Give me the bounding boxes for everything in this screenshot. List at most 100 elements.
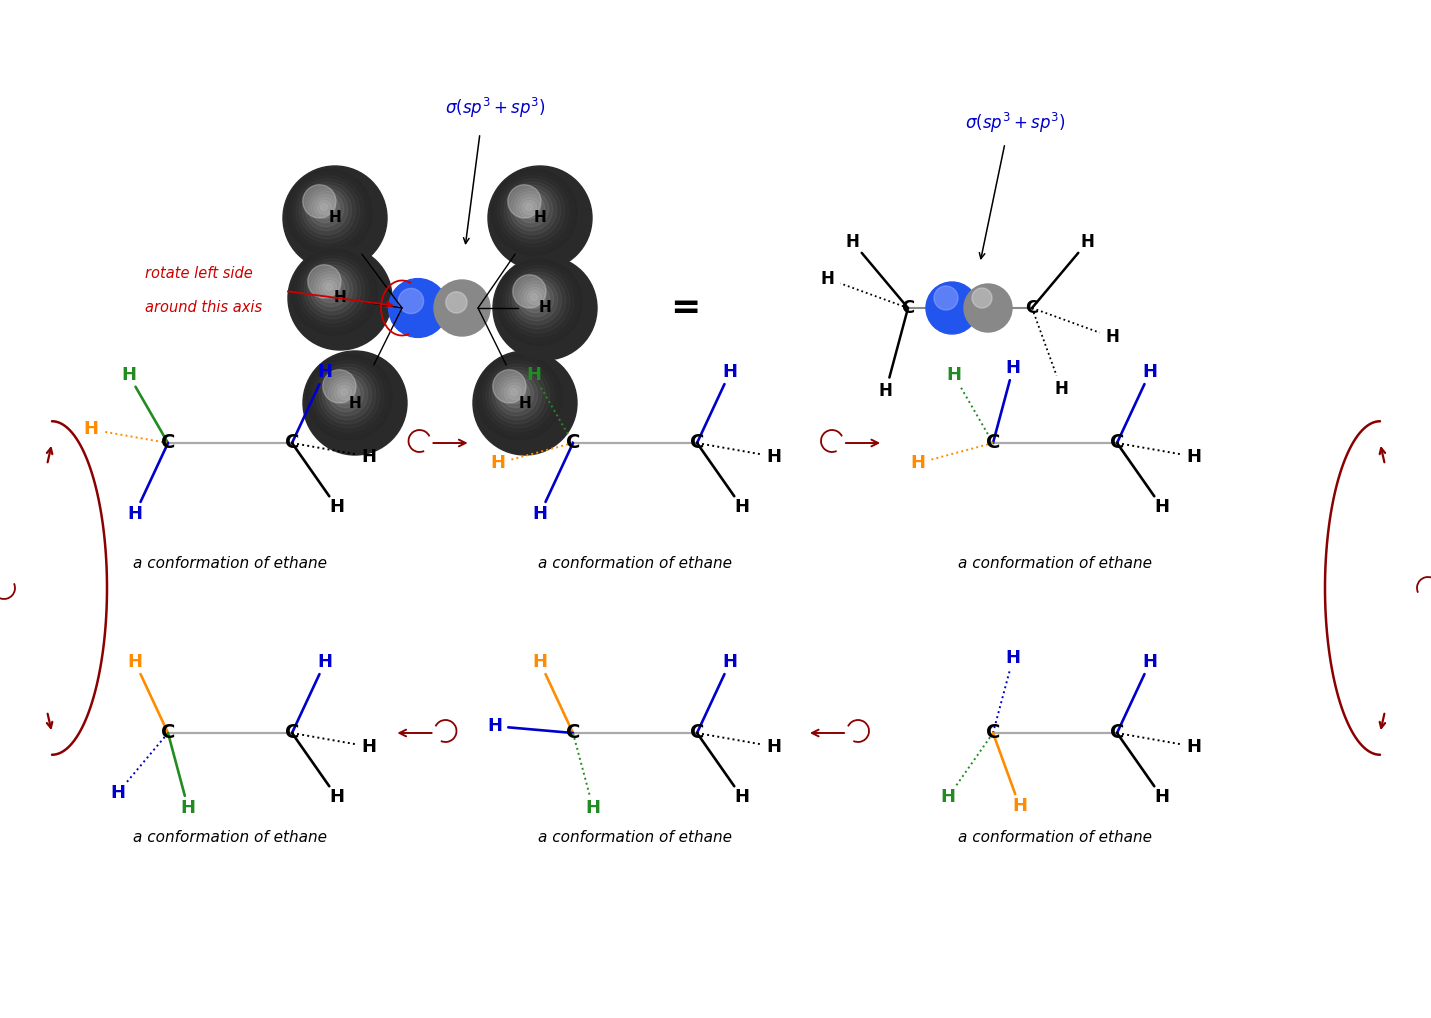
Text: C: C (1110, 724, 1125, 742)
Circle shape (508, 386, 522, 400)
Text: a conformation of ethane: a conformation of ethane (957, 831, 1152, 846)
Text: H: H (329, 211, 342, 226)
Circle shape (321, 204, 328, 211)
Circle shape (492, 370, 542, 419)
Text: H: H (723, 654, 737, 671)
Circle shape (328, 377, 363, 411)
Circle shape (308, 265, 341, 298)
Circle shape (474, 351, 577, 455)
Circle shape (306, 354, 392, 440)
Text: H: H (527, 366, 541, 385)
Circle shape (501, 380, 529, 407)
Circle shape (504, 182, 561, 239)
Text: H: H (1142, 654, 1158, 671)
Circle shape (518, 281, 554, 317)
Circle shape (511, 389, 518, 396)
Circle shape (316, 363, 379, 428)
Circle shape (521, 284, 550, 313)
Text: a conformation of ethane: a conformation of ethane (133, 831, 328, 846)
Text: H: H (734, 498, 750, 516)
Text: H: H (767, 738, 781, 755)
Text: H: H (127, 505, 143, 522)
Circle shape (389, 279, 448, 337)
Circle shape (517, 194, 545, 223)
Circle shape (964, 284, 1012, 332)
Text: H: H (518, 396, 531, 410)
Text: H: H (532, 654, 548, 671)
Text: H: H (734, 788, 750, 806)
Circle shape (318, 201, 332, 215)
Text: H: H (361, 738, 376, 755)
Circle shape (325, 283, 332, 290)
Text: C: C (1110, 434, 1125, 452)
Text: H: H (329, 788, 345, 806)
Circle shape (303, 262, 361, 319)
Circle shape (311, 268, 352, 310)
Circle shape (498, 176, 570, 246)
Text: H: H (538, 300, 551, 316)
Text: H: H (846, 233, 860, 251)
Circle shape (515, 278, 558, 321)
Text: H: H (1006, 648, 1020, 667)
Text: $\sigma(sp^3+sp^3)$: $\sigma(sp^3+sp^3)$ (964, 111, 1065, 135)
Circle shape (341, 389, 348, 396)
Text: C: C (986, 724, 1000, 742)
Circle shape (507, 269, 570, 333)
Circle shape (514, 191, 548, 227)
Text: H: H (1012, 797, 1027, 815)
Text: H: H (1186, 448, 1201, 465)
Text: H: H (1055, 380, 1069, 398)
Circle shape (509, 272, 565, 329)
Circle shape (499, 263, 578, 341)
Circle shape (494, 256, 597, 360)
Circle shape (497, 260, 582, 345)
Text: H: H (910, 454, 926, 472)
Circle shape (308, 265, 356, 315)
Circle shape (512, 275, 547, 308)
Circle shape (295, 252, 373, 331)
Circle shape (313, 271, 349, 306)
Text: H: H (329, 498, 345, 516)
Circle shape (926, 282, 977, 334)
Circle shape (312, 194, 339, 223)
Text: H: H (1080, 233, 1095, 251)
Text: H: H (585, 799, 601, 817)
Circle shape (434, 280, 489, 336)
Text: H: H (333, 290, 346, 305)
Circle shape (524, 287, 545, 308)
Text: H: H (534, 211, 547, 226)
Text: a conformation of ethane: a conformation of ethane (538, 831, 733, 846)
Circle shape (519, 197, 541, 219)
Circle shape (338, 386, 352, 400)
Text: C: C (986, 434, 1000, 452)
Text: C: C (160, 434, 175, 452)
Text: H: H (1006, 358, 1020, 377)
Circle shape (319, 366, 376, 423)
Circle shape (531, 293, 538, 300)
Circle shape (323, 370, 356, 403)
Circle shape (299, 182, 356, 239)
Circle shape (934, 286, 957, 310)
Text: H: H (1142, 363, 1158, 382)
Circle shape (289, 173, 368, 250)
Text: H: H (940, 788, 956, 806)
Text: H: H (127, 654, 143, 671)
Text: C: C (565, 434, 580, 452)
Text: C: C (285, 434, 299, 452)
Text: H: H (122, 366, 136, 385)
Circle shape (292, 249, 376, 335)
Circle shape (479, 357, 558, 436)
Text: H: H (110, 784, 126, 802)
Text: H: H (1155, 788, 1169, 806)
Circle shape (528, 290, 541, 304)
Text: H: H (1155, 498, 1169, 516)
Text: C: C (1026, 299, 1039, 317)
Circle shape (487, 363, 550, 428)
Circle shape (305, 188, 348, 231)
Circle shape (498, 377, 534, 411)
Circle shape (302, 185, 352, 235)
Text: H: H (361, 448, 376, 465)
Circle shape (512, 275, 562, 325)
Text: C: C (690, 724, 704, 742)
Circle shape (325, 374, 368, 415)
